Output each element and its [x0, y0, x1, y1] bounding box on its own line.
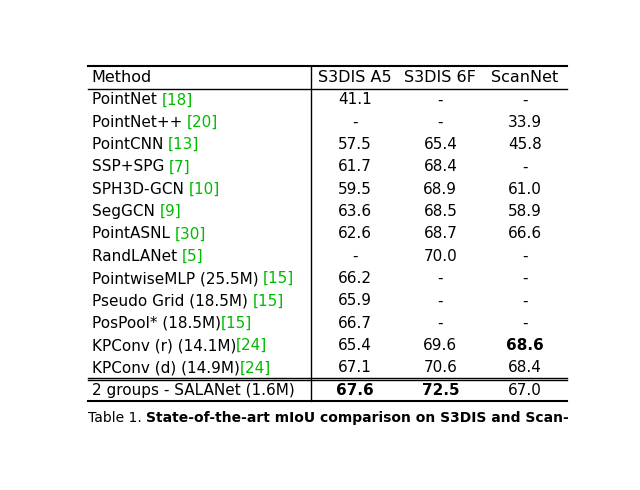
Text: 45.8: 45.8 [508, 137, 541, 152]
Text: 57.5: 57.5 [339, 137, 372, 152]
Text: 68.9: 68.9 [424, 182, 458, 197]
Text: 2 groups - SALANet (1.6M): 2 groups - SALANet (1.6M) [92, 383, 294, 398]
Text: KPConv (r) (14.1M): KPConv (r) (14.1M) [92, 338, 236, 353]
Text: [24]: [24] [236, 338, 268, 353]
Text: S3DIS 6F: S3DIS 6F [404, 70, 476, 85]
Text: PointNet++: PointNet++ [92, 115, 187, 130]
Text: [15]: [15] [263, 271, 294, 286]
Text: 61.7: 61.7 [338, 159, 372, 174]
Text: S3DIS A5: S3DIS A5 [318, 70, 392, 85]
Text: State-of-the-art mIoU comparison on S3DIS and Scan-: State-of-the-art mIoU comparison on S3DI… [146, 411, 568, 425]
Text: 59.5: 59.5 [338, 182, 372, 197]
Text: 65.4: 65.4 [424, 137, 458, 152]
Text: 72.5: 72.5 [422, 383, 459, 398]
Text: -: - [522, 93, 527, 107]
Text: -: - [438, 271, 443, 286]
Text: [24]: [24] [239, 361, 271, 375]
Text: RandLANet: RandLANet [92, 249, 182, 264]
Text: [15]: [15] [221, 316, 252, 331]
Text: 70.6: 70.6 [424, 361, 458, 375]
Text: [30]: [30] [175, 226, 206, 242]
Text: SPH3D-GCN: SPH3D-GCN [92, 182, 188, 197]
Text: -: - [522, 294, 527, 309]
Text: [18]: [18] [161, 93, 193, 107]
Text: [9]: [9] [159, 204, 181, 219]
Text: 68.7: 68.7 [424, 226, 458, 242]
Text: ScanNet: ScanNet [492, 70, 559, 85]
Text: Pseudo Grid (18.5M): Pseudo Grid (18.5M) [92, 294, 252, 309]
Text: PointASNL: PointASNL [92, 226, 175, 242]
Text: 33.9: 33.9 [508, 115, 542, 130]
Text: 68.4: 68.4 [424, 159, 458, 174]
Text: -: - [522, 316, 527, 331]
Text: -: - [353, 115, 358, 130]
Text: 68.4: 68.4 [508, 361, 542, 375]
Text: [7]: [7] [169, 159, 191, 174]
Text: Table 1.: Table 1. [88, 411, 146, 425]
Text: 66.6: 66.6 [508, 226, 542, 242]
Text: -: - [522, 271, 527, 286]
Text: -: - [438, 93, 443, 107]
Text: SSP+SPG: SSP+SPG [92, 159, 169, 174]
Text: 68.5: 68.5 [424, 204, 458, 219]
Text: 65.4: 65.4 [338, 338, 372, 353]
Text: [5]: [5] [182, 249, 204, 264]
Text: 58.9: 58.9 [508, 204, 542, 219]
Text: [20]: [20] [187, 115, 218, 130]
Text: -: - [522, 159, 527, 174]
Text: 66.2: 66.2 [338, 271, 372, 286]
Text: 63.6: 63.6 [338, 204, 372, 219]
Text: -: - [438, 316, 443, 331]
Text: -: - [438, 115, 443, 130]
Text: [15]: [15] [252, 294, 284, 309]
Text: 65.9: 65.9 [338, 294, 372, 309]
Text: 61.0: 61.0 [508, 182, 542, 197]
Text: 41.1: 41.1 [339, 93, 372, 107]
Text: 67.0: 67.0 [508, 383, 542, 398]
Text: 69.6: 69.6 [423, 338, 458, 353]
Text: -: - [353, 249, 358, 264]
Text: 62.6: 62.6 [338, 226, 372, 242]
Text: 66.7: 66.7 [338, 316, 372, 331]
Text: SegGCN: SegGCN [92, 204, 159, 219]
Text: Method: Method [92, 70, 152, 85]
Text: 70.0: 70.0 [424, 249, 457, 264]
Text: [10]: [10] [188, 182, 220, 197]
Text: PointCNN: PointCNN [92, 137, 168, 152]
Text: PosPool* (18.5M): PosPool* (18.5M) [92, 316, 221, 331]
Text: PointNet: PointNet [92, 93, 161, 107]
Text: -: - [522, 249, 527, 264]
Text: -: - [438, 294, 443, 309]
Text: [13]: [13] [168, 137, 199, 152]
Text: 68.6: 68.6 [506, 338, 544, 353]
Text: KPConv (d) (14.9M): KPConv (d) (14.9M) [92, 361, 239, 375]
Text: 67.1: 67.1 [338, 361, 372, 375]
Text: 67.6: 67.6 [336, 383, 374, 398]
Text: PointwiseMLP (25.5M): PointwiseMLP (25.5M) [92, 271, 263, 286]
